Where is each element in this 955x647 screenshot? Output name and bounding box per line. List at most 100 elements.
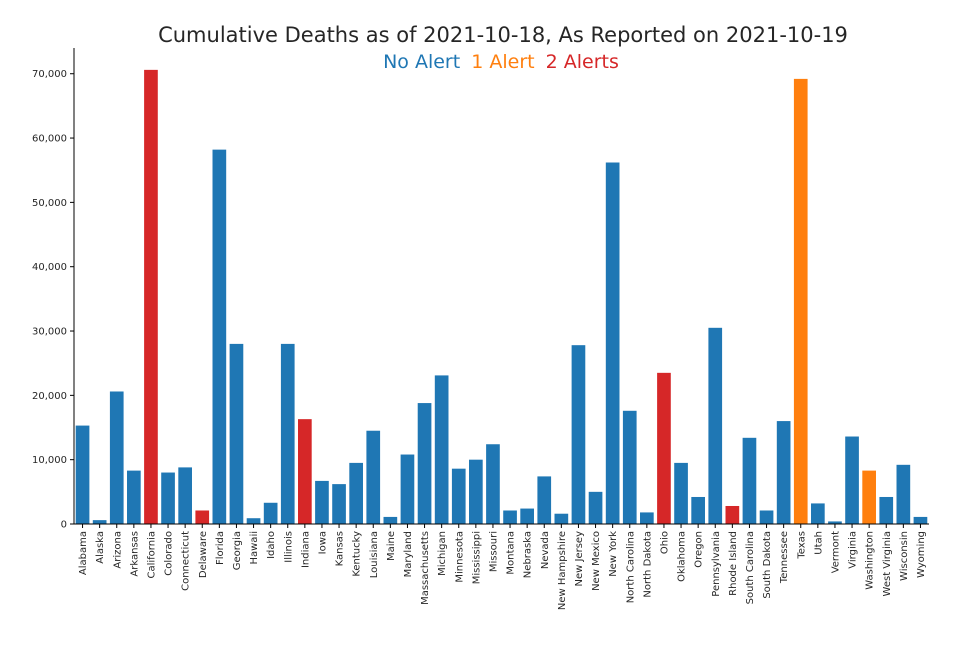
- x-tick-label: Kansas: [335, 531, 346, 566]
- bar: [537, 476, 552, 524]
- bar: [896, 464, 911, 524]
- x-tick-label: Alaska: [95, 531, 106, 564]
- x-tick-label: Virginia: [848, 531, 859, 569]
- x-tick-label: North Carolina: [625, 531, 636, 603]
- x-tick-label: Maine: [386, 531, 397, 561]
- y-tick-label: 10,000: [32, 455, 67, 466]
- bar: [622, 410, 637, 524]
- legend-1-alert: 1 Alert: [471, 51, 534, 73]
- x-tick-label: Vermont: [830, 531, 841, 573]
- bar: [195, 510, 210, 524]
- bar: [486, 444, 500, 524]
- bar: [127, 470, 141, 524]
- bar: [212, 149, 227, 524]
- x-tick-label: Alabama: [78, 531, 89, 575]
- x-tick-label: Maryland: [403, 531, 414, 577]
- x-tick-label: Indiana: [300, 531, 311, 568]
- bar: [315, 480, 329, 524]
- bar: [879, 496, 894, 524]
- x-tick-label: Illinois: [283, 531, 294, 563]
- bar: [229, 343, 244, 524]
- bar: [280, 343, 295, 524]
- y-tick-label: 50,000: [32, 198, 67, 209]
- x-tick-label: New Mexico: [591, 531, 602, 591]
- x-tick-label: Washington: [865, 531, 876, 590]
- x-tick-label: New Hampshire: [557, 531, 568, 610]
- x-tick-label: Iowa: [317, 531, 328, 554]
- bar: [657, 372, 671, 524]
- bar: [776, 421, 791, 524]
- bar: [349, 462, 363, 524]
- bar: [725, 505, 740, 524]
- bar: [263, 502, 278, 524]
- x-tick-label: Rhode Island: [728, 531, 739, 596]
- x-tick-label: Kentucky: [352, 531, 363, 577]
- x-tick-label: Louisiana: [369, 531, 380, 578]
- x-tick-label: South Carolina: [745, 531, 756, 604]
- x-tick-label: Minnesota: [454, 531, 465, 583]
- y-tick-label: 60,000: [32, 134, 67, 145]
- x-tick-label: Massachusetts: [420, 531, 431, 605]
- x-tick-label: Wisconsin: [899, 531, 910, 581]
- bar: [588, 491, 603, 524]
- x-tick-label: North Dakota: [642, 531, 653, 598]
- x-tick-label: Connecticut: [181, 531, 192, 591]
- bars: [75, 69, 928, 525]
- bar: [862, 470, 876, 524]
- y-axis: 0 10,000 20,000 30,000 40,000 50,000 60,000 70,…: [32, 48, 75, 531]
- x-tick-label: Mississippi: [471, 531, 482, 584]
- x-tick-label: Pennsylvania: [711, 531, 722, 597]
- bar: [845, 436, 859, 524]
- bar: [246, 518, 261, 524]
- bar: [144, 69, 158, 525]
- bar: [109, 391, 124, 524]
- x-tick-label: Tennessee: [779, 531, 790, 584]
- bar: [793, 78, 808, 524]
- bar: [554, 513, 569, 524]
- x-tick-label: Texas: [796, 531, 807, 560]
- x-tick-label: Hawaii: [249, 531, 260, 565]
- x-tick-label: Nevada: [540, 531, 551, 569]
- bar: [434, 375, 449, 524]
- x-tick-label: Georgia: [232, 531, 243, 570]
- x-tick-label: Utah: [813, 531, 824, 555]
- bar: [691, 496, 705, 524]
- legend: No Alert 1 Alert 2 Alerts: [383, 51, 619, 73]
- y-tick-label: 70,000: [32, 69, 67, 80]
- bar: [811, 503, 825, 524]
- bar: [75, 425, 90, 524]
- bar: [674, 462, 688, 524]
- bar: [161, 472, 175, 524]
- bar: [469, 459, 483, 524]
- chart-title: Cumulative Deaths as of 2021-10-18, As R…: [158, 23, 848, 47]
- bar: [828, 521, 842, 524]
- y-tick-label: 20,000: [32, 391, 67, 402]
- bar: [708, 327, 723, 524]
- bar: [417, 403, 432, 524]
- x-tick-label: South Dakota: [762, 531, 773, 599]
- x-tick-label: Nebraska: [523, 531, 534, 578]
- bar: [520, 508, 534, 524]
- x-tick-label: Michigan: [437, 531, 448, 576]
- bar: [571, 345, 586, 524]
- bar: [503, 510, 517, 524]
- bar: [605, 162, 620, 524]
- x-tick-label: California: [146, 531, 157, 579]
- x-tick-label: Florida: [215, 531, 226, 565]
- x-tick-label: Ohio: [659, 531, 670, 554]
- x-tick-label: Idaho: [266, 531, 277, 559]
- x-tick-label: New York: [608, 531, 619, 577]
- x-tick-label: West Virginia: [882, 531, 893, 596]
- legend-no-alert: No Alert: [383, 51, 460, 73]
- x-tick-label: Missouri: [488, 531, 499, 572]
- y-tick-label: 30,000: [32, 327, 67, 338]
- bar: [366, 430, 381, 524]
- y-tick-label: 0: [61, 520, 67, 531]
- x-tick-label: Oklahoma: [677, 531, 688, 582]
- x-tick-label: New Jersey: [574, 531, 585, 587]
- bar: [92, 520, 107, 524]
- x-tick-label: Oregon: [694, 531, 705, 568]
- bar: [640, 512, 654, 524]
- x-tick-label: Wyoming: [916, 531, 927, 578]
- x-tick-label: Montana: [506, 531, 517, 575]
